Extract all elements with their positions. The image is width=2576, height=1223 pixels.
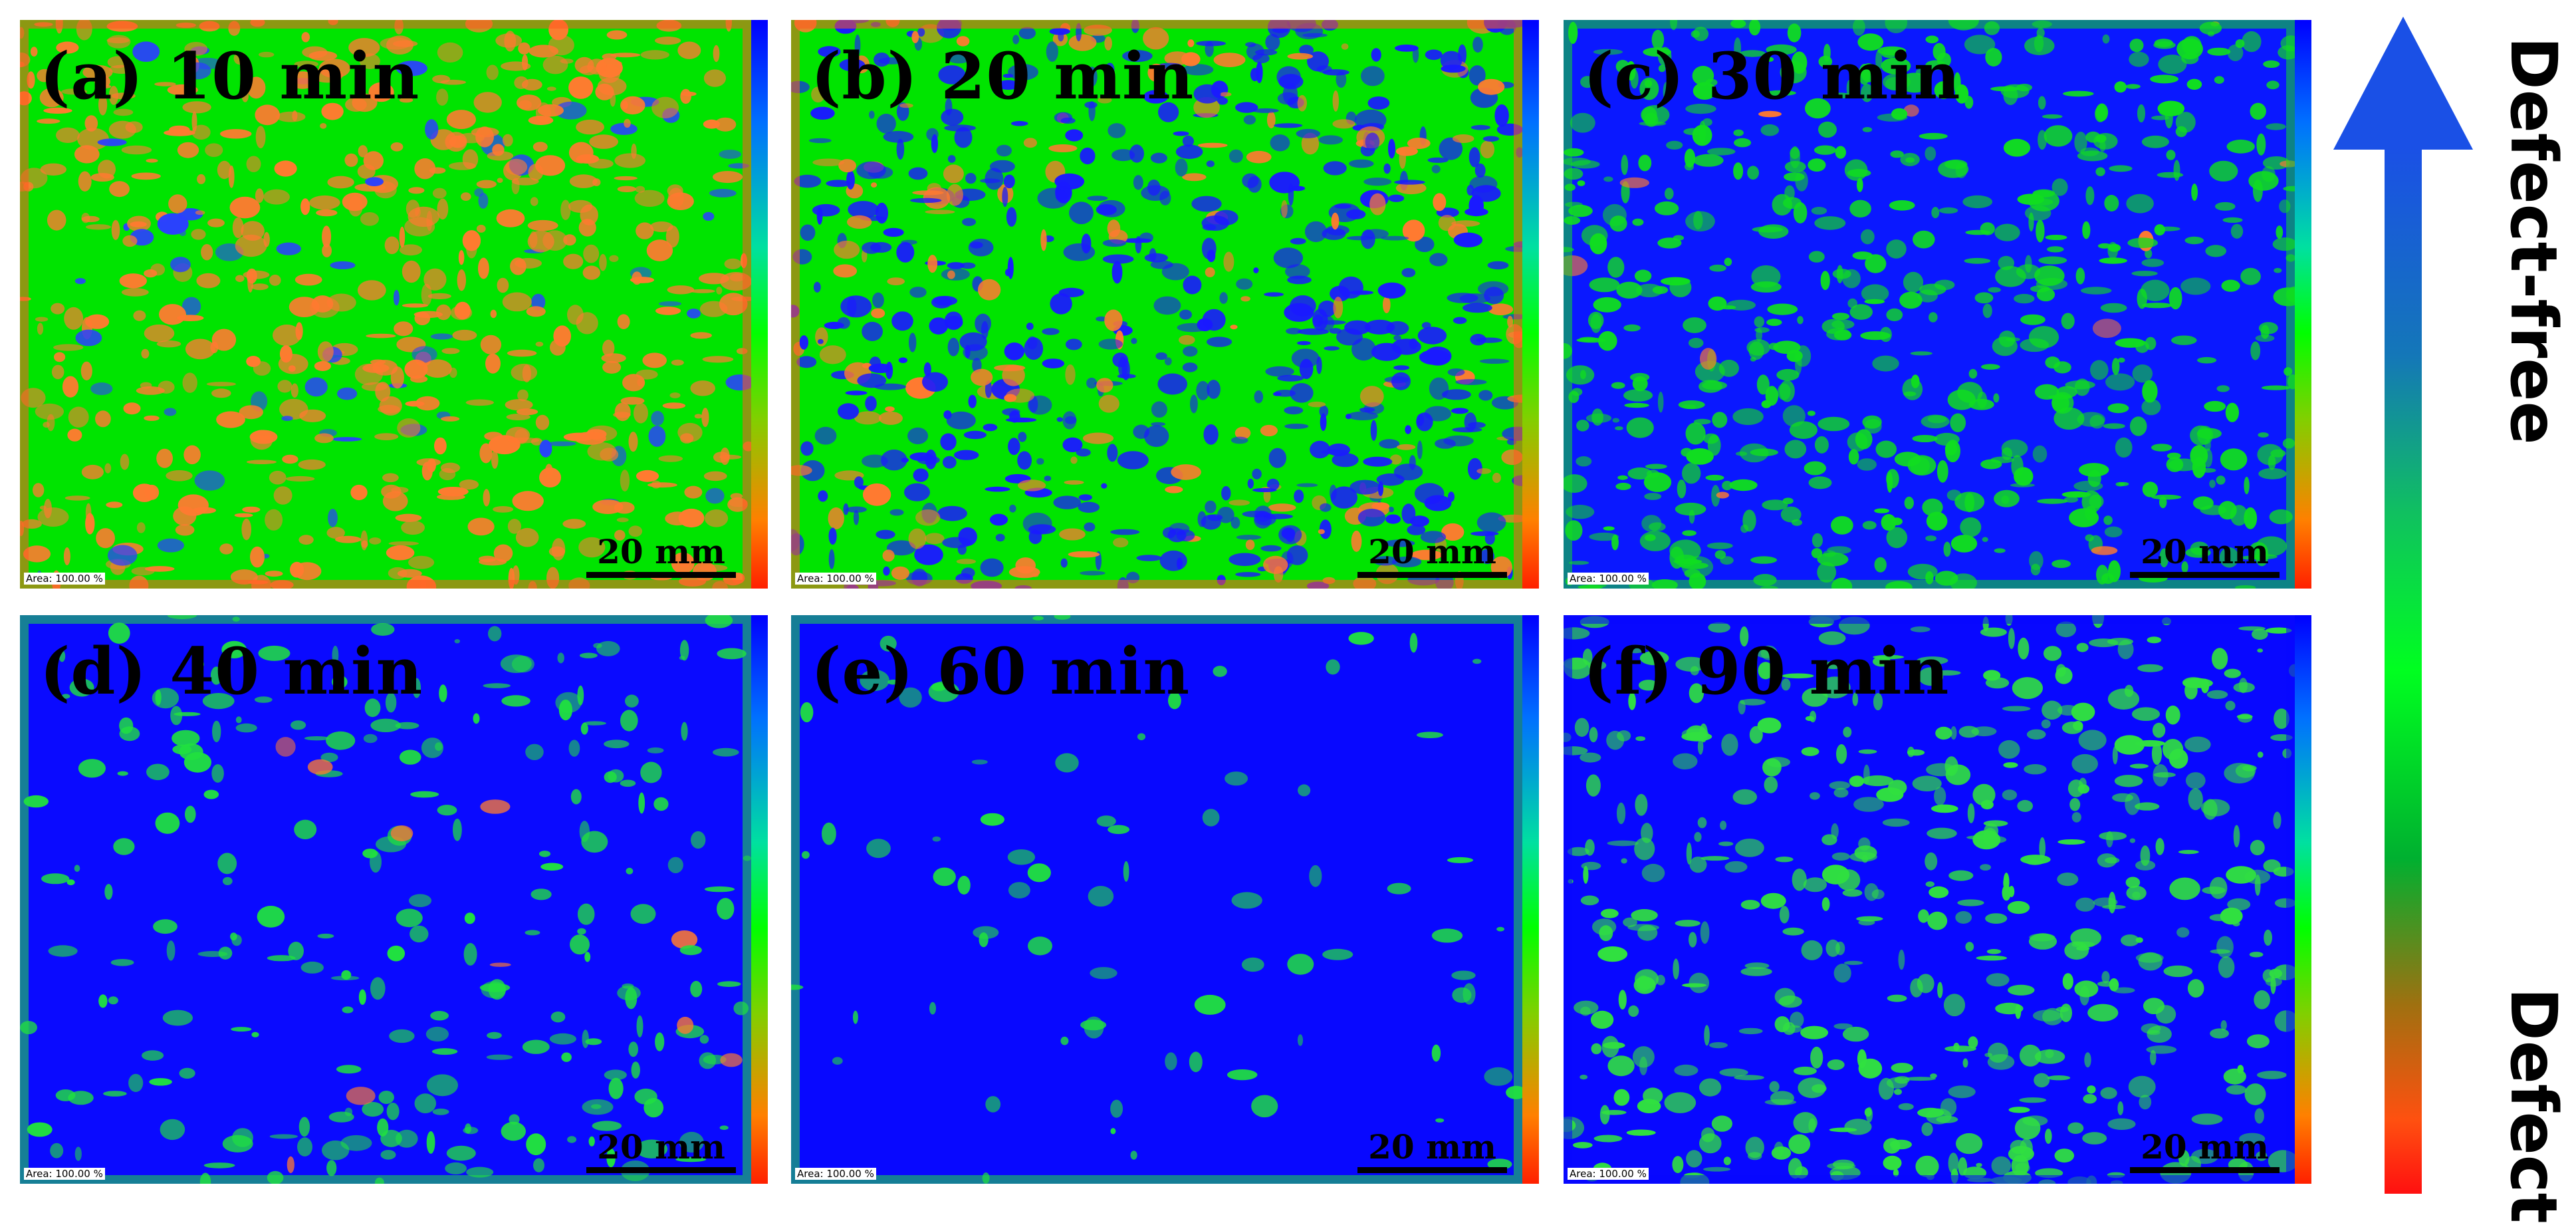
area-tag: Area: 100.00 %: [24, 1168, 105, 1180]
scale-bar: 20 mm: [1357, 533, 1507, 578]
heatmap-image-a: [20, 20, 751, 589]
heatmap-panel-d: (d) 40 min 20 mm Area: 100.00 %: [20, 615, 768, 1184]
defect-free-label: Defect-free: [2496, 37, 2571, 445]
scale-bar: 20 mm: [586, 1129, 736, 1173]
heatmap-panel-b: (b) 20 min 20 mm Area: 100.00 %: [791, 20, 1539, 589]
scale-bar: 20 mm: [586, 533, 736, 578]
defect-gradient-arrow: [2333, 17, 2473, 1194]
scale-bar: 20 mm: [2130, 533, 2280, 578]
color-scale-strip: [1522, 20, 1539, 589]
scale-bar-line: [2130, 1167, 2280, 1173]
color-scale-strip: [2295, 615, 2311, 1184]
scale-bar-label: 20 mm: [2141, 1127, 2269, 1166]
heatmap-image-e: [791, 615, 1522, 1184]
defect-label: Defect: [2496, 988, 2571, 1223]
panel-label: (c) 30 min: [1583, 39, 1961, 114]
scale-bar-label: 20 mm: [1368, 1127, 1496, 1166]
arrow-gradient-shaft: [2385, 146, 2422, 1194]
panel-label: (b) 20 min: [811, 39, 1195, 114]
scale-bar-line: [586, 572, 736, 578]
heatmap-panel-c: (c) 30 min 20 mm Area: 100.00 %: [1564, 20, 2311, 589]
heatmap-panel-a: (a) 10 min 20 mm Area: 100.00 %: [20, 20, 768, 589]
color-scale-strip: [751, 615, 768, 1184]
color-scale-strip: [751, 20, 768, 589]
panel-label: (f) 90 min: [1583, 634, 1950, 709]
scale-bar-line: [586, 1167, 736, 1173]
scale-bar-label: 20 mm: [597, 1127, 725, 1166]
panel-label: (d) 40 min: [40, 634, 423, 709]
panel-label: (a) 10 min: [40, 39, 420, 114]
color-scale-strip: [2295, 20, 2311, 589]
area-tag: Area: 100.00 %: [795, 573, 876, 585]
area-tag: Area: 100.00 %: [24, 573, 105, 585]
heatmap-panel-f: (f) 90 min 20 mm Area: 100.00 %: [1564, 615, 2311, 1184]
scale-bar-line: [2130, 572, 2280, 578]
scale-bar-line: [1357, 572, 1507, 578]
scale-bar: 20 mm: [2130, 1129, 2280, 1173]
scale-bar-line: [1357, 1167, 1507, 1173]
heatmap-image-f: [1564, 615, 2295, 1184]
heatmap-panel-e: (e) 60 min 20 mm Area: 100.00 %: [791, 615, 1539, 1184]
scale-bar-label: 20 mm: [1368, 532, 1496, 571]
scale-bar-label: 20 mm: [597, 532, 725, 571]
scale-bar: 20 mm: [1357, 1129, 1507, 1173]
area-tag: Area: 100.00 %: [1568, 573, 1649, 585]
color-scale-strip: [1522, 615, 1539, 1184]
arrow-up-icon: [2333, 17, 2473, 150]
area-tag: Area: 100.00 %: [1568, 1168, 1649, 1180]
scale-bar-label: 20 mm: [2141, 532, 2269, 571]
heatmap-image-d: [20, 615, 751, 1184]
area-tag: Area: 100.00 %: [795, 1168, 876, 1180]
heatmap-image-b: [791, 20, 1522, 589]
heatmap-image-c: [1564, 20, 2295, 589]
panel-label: (e) 60 min: [811, 634, 1191, 709]
